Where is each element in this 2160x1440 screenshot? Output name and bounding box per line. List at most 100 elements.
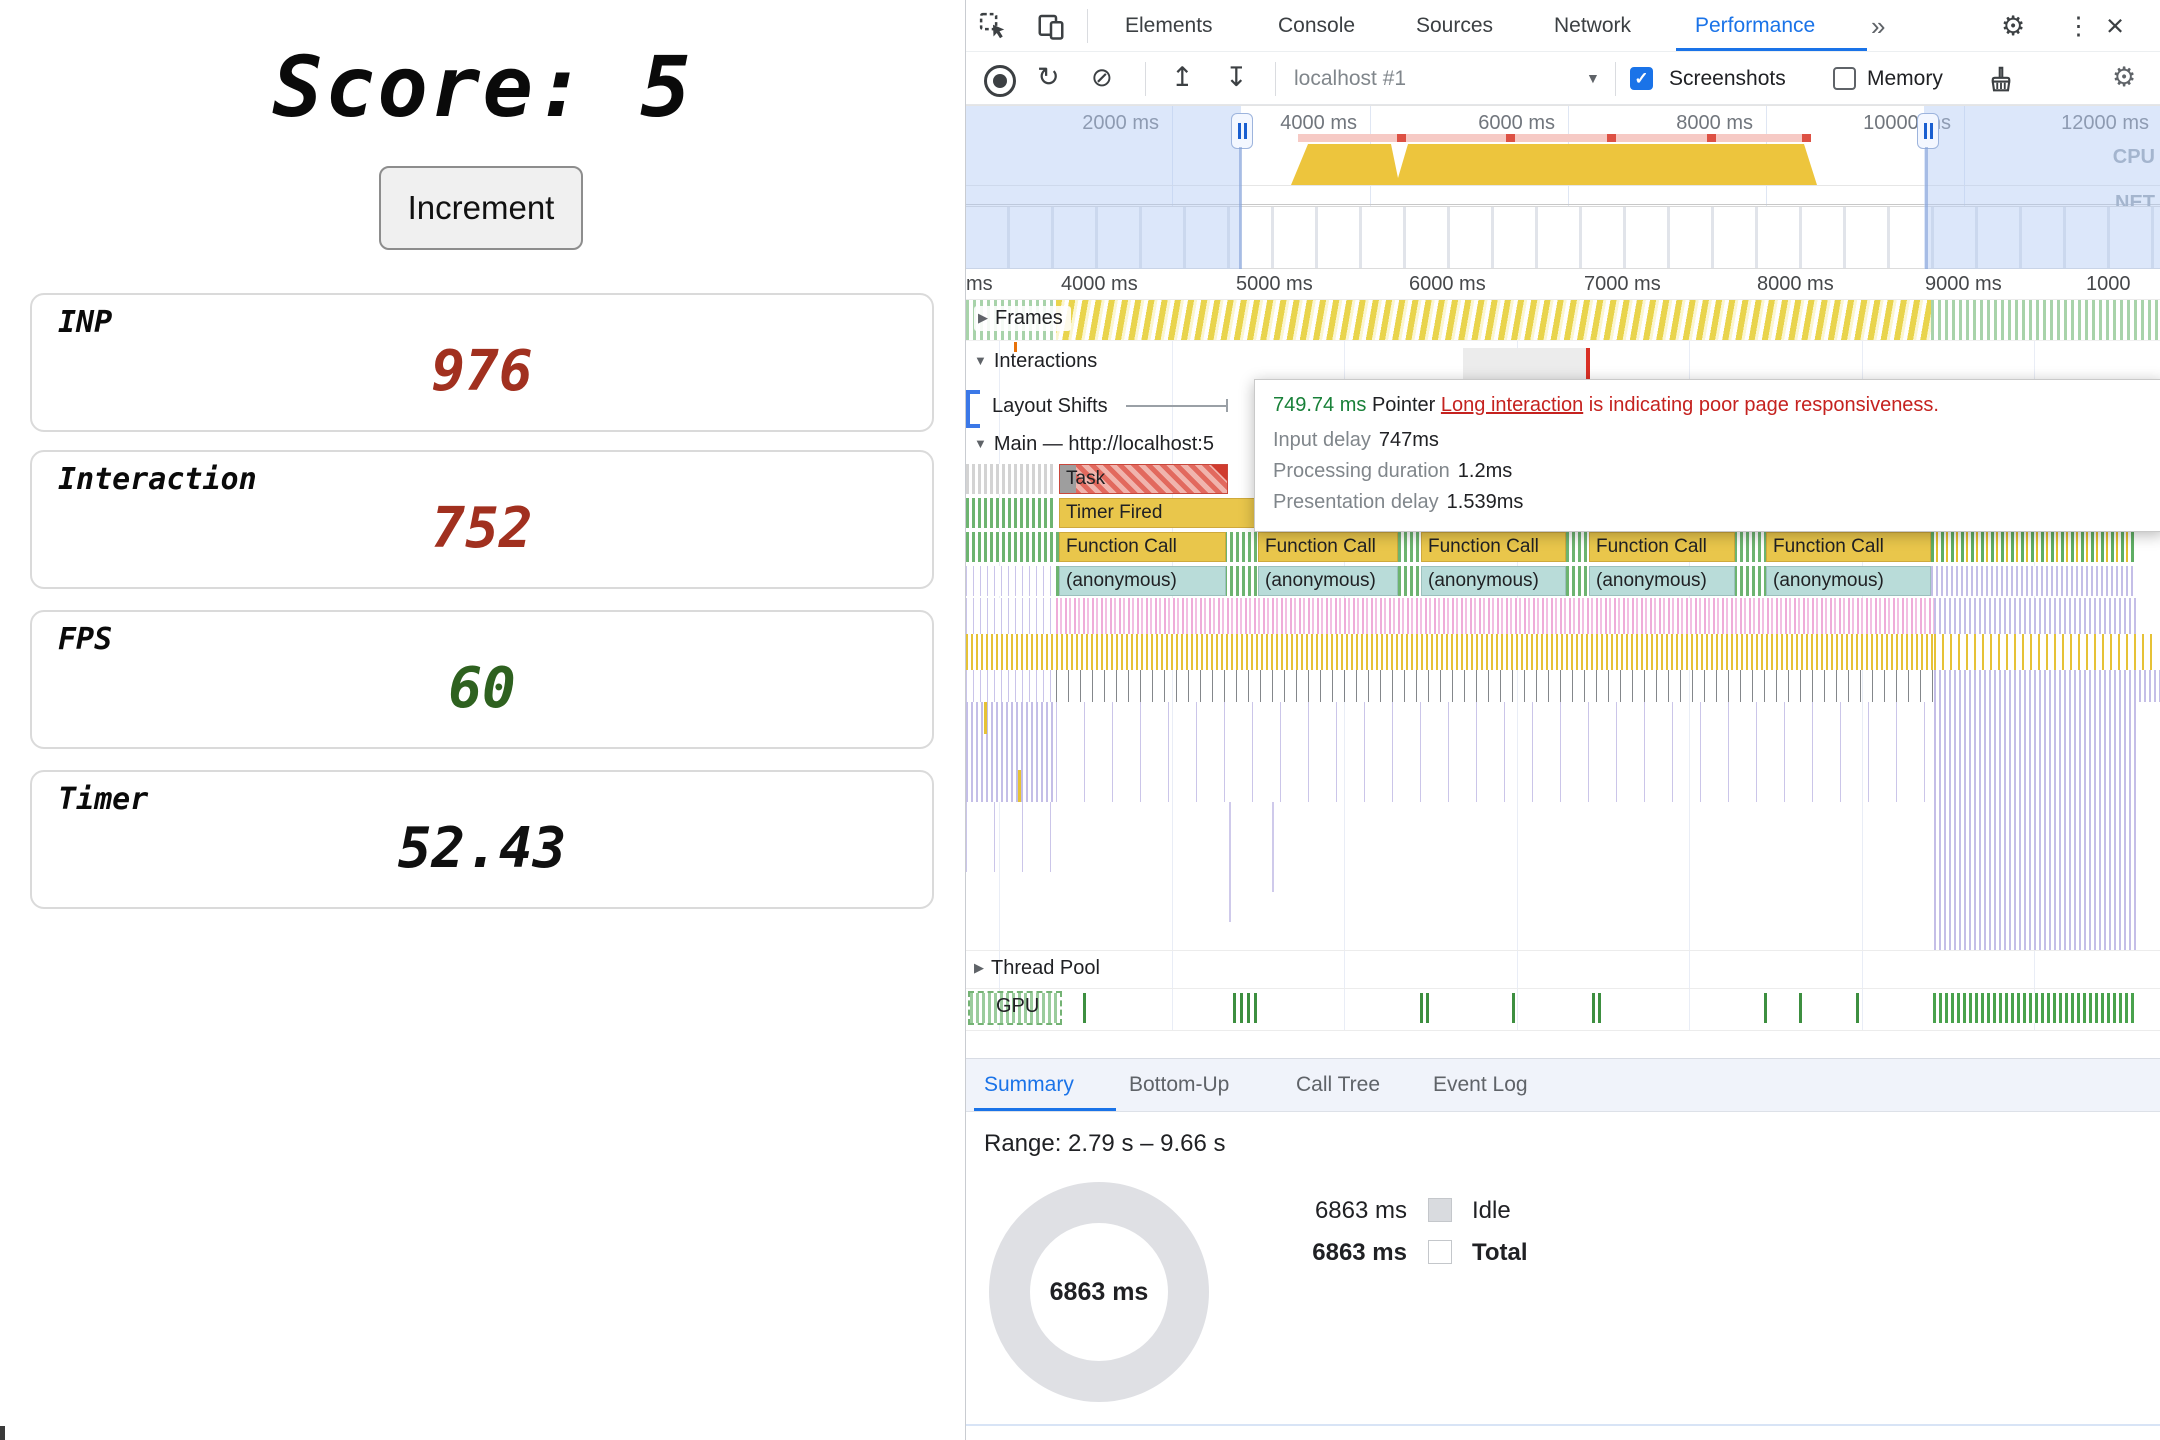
- details-tabbar: Summary Bottom-Up Call Tree Event Log: [966, 1058, 2160, 1112]
- activity-stripes: [1931, 532, 2136, 562]
- collapsed-triangle-icon: ▶: [974, 960, 984, 975]
- ruler-tick: 4000 ms: [1061, 273, 1138, 295]
- flame-bar-anonymous[interactable]: (anonymous): [1421, 566, 1566, 596]
- overview-gridline: [1568, 106, 1569, 269]
- increment-button[interactable]: Increment: [379, 166, 583, 250]
- flame-bar-anonymous[interactable]: (anonymous): [1589, 566, 1735, 596]
- demo-page: Score: 5 Increment INP 976 Interaction 7…: [0, 0, 965, 1440]
- tooltip-duration: 749.74 ms: [1273, 394, 1367, 416]
- track-toggle-main[interactable]: ▼ Main — http://localhost:5: [974, 433, 1214, 455]
- flame-micro-row: [966, 770, 2160, 802]
- flame-bar-task[interactable]: Task: [1059, 464, 1228, 494]
- activity-stripes: [1056, 770, 1934, 802]
- flame-row-function-call: Function Call Function Call Function Cal…: [966, 530, 2160, 564]
- activity-stripes: [1056, 702, 1934, 734]
- activity-stripes: [1934, 670, 2160, 702]
- flame-bar-function-call[interactable]: Function Call: [1589, 532, 1735, 562]
- flame-bar-anonymous[interactable]: (anonymous): [1059, 566, 1226, 596]
- cpu-activity-chart: [1291, 144, 1817, 185]
- tab-call-tree[interactable]: Call Tree: [1296, 1073, 1381, 1096]
- track-interactions: ▼ Interactions: [966, 340, 2160, 412]
- activity-stripes: [966, 702, 1056, 734]
- tooltip-warning: is indicating poor page responsiveness.: [1583, 394, 1939, 416]
- close-devtools-icon[interactable]: ×: [2106, 8, 2125, 43]
- metric-value: 60: [448, 656, 516, 721]
- flame-micro-row: [966, 734, 2160, 770]
- flame-bar-function-call[interactable]: Function Call: [1421, 532, 1566, 562]
- window-edge-left: [1239, 147, 1242, 269]
- activity-stripes: [966, 770, 1056, 802]
- activity-stripes: [1056, 670, 1934, 702]
- long-task-corner: [1211, 465, 1227, 481]
- tab-event-log[interactable]: Event Log: [1433, 1073, 1528, 1096]
- activity-stripes: [1934, 734, 2136, 770]
- cpu-lane-label: CPU: [2112, 146, 2155, 168]
- record-icon[interactable]: [984, 65, 1016, 97]
- tab-console[interactable]: Console: [1278, 14, 1356, 37]
- interaction-whisker[interactable]: [1126, 405, 1228, 407]
- activity-stripes: [966, 734, 1056, 770]
- track-main: ▼ Main — http://localhost:5: [966, 430, 2160, 462]
- tab-bottom-up[interactable]: Bottom-Up: [1129, 1073, 1230, 1096]
- flame-bar-function-call[interactable]: Function Call: [1059, 532, 1226, 562]
- memory-checkbox[interactable]: [1833, 67, 1856, 90]
- page-title: Score: 5: [272, 38, 693, 136]
- legend-swatch-idle: [1428, 1198, 1452, 1222]
- track-toggle-thread-pool[interactable]: ▶ Thread Pool: [974, 957, 1100, 979]
- tab-performance[interactable]: Performance: [1695, 14, 1816, 37]
- capture-settings-gear-icon[interactable]: ⚙: [2112, 62, 2137, 92]
- activity-stripes: [1056, 734, 1934, 770]
- ruler-tick: 8000 ms: [1757, 273, 1834, 295]
- flame-row-task: Task: [966, 462, 2160, 496]
- screenshots-checkbox[interactable]: ✓: [1630, 67, 1653, 90]
- devtools-tabbar: Elements Console Sources Network Perform…: [966, 0, 2160, 52]
- flame-bar-function-call[interactable]: Function Call: [1258, 532, 1398, 562]
- scroll-corner: [0, 1426, 5, 1440]
- device-toolbar-icon[interactable]: [1036, 11, 1066, 47]
- tab-sources[interactable]: Sources: [1416, 14, 1494, 37]
- flame-bar-anonymous[interactable]: (anonymous): [1258, 566, 1398, 596]
- kebab-menu-icon[interactable]: ⋮: [2066, 12, 2091, 40]
- net-baseline: [966, 204, 2160, 205]
- inspect-element-icon[interactable]: [978, 11, 1008, 47]
- history-dropdown-icon[interactable]: ▼: [1586, 70, 1600, 86]
- track-label-layout-shifts[interactable]: Layout Shifts: [992, 395, 1108, 417]
- save-profile-icon[interactable]: ↧: [1225, 62, 1248, 92]
- history-select[interactable]: localhost #1: [1294, 67, 1407, 90]
- track-toggle-interactions[interactable]: ▼ Interactions: [974, 350, 1098, 372]
- activity-stripes: [1933, 993, 2135, 1023]
- more-tabs-icon[interactable]: »: [1871, 11, 1886, 41]
- garbage-collect-icon[interactable]: [1986, 64, 2016, 100]
- activity-tick: [1272, 802, 1274, 892]
- track-toggle-frames[interactable]: ▶ Frames: [974, 306, 1071, 331]
- tooltip-value: 747ms: [1378, 429, 1439, 451]
- track-label-gpu[interactable]: GPU: [996, 995, 1040, 1017]
- reload-and-record-icon[interactable]: ↻: [1037, 62, 1060, 92]
- ruler-tick: 9000 ms: [1925, 273, 2002, 295]
- long-interaction-link[interactable]: Long interaction: [1440, 394, 1584, 416]
- window-handle-right[interactable]: [1917, 113, 1939, 149]
- flame-bottom-gutter: [966, 1030, 2160, 1058]
- settings-gear-icon[interactable]: ⚙: [2001, 11, 2026, 41]
- flame-bar-anonymous[interactable]: (anonymous): [1766, 566, 1931, 596]
- track-frames: ▶ Frames: [966, 300, 2160, 341]
- tab-elements[interactable]: Elements: [1125, 14, 1213, 37]
- gpu-tick: [1083, 993, 1086, 1023]
- load-profile-icon[interactable]: ↥: [1171, 62, 1194, 92]
- metric-value: 52.43: [397, 816, 567, 881]
- loaf-marker: [1014, 342, 1017, 352]
- tooltip-value: 1.539ms: [1446, 491, 1524, 513]
- timeline-overview[interactable]: 2000 ms 4000 ms 6000 ms 8000 ms 10000 ms…: [966, 105, 2160, 270]
- flame-sparse-region: [966, 802, 2160, 950]
- window-handle-left[interactable]: [1231, 113, 1253, 149]
- long-interaction-marker[interactable]: [1586, 348, 1590, 379]
- activity-stripes: [966, 670, 1056, 702]
- tab-summary[interactable]: Summary: [984, 1073, 1074, 1096]
- screenshot-filmstrip[interactable]: [966, 206, 2160, 270]
- clear-icon[interactable]: ⊘: [1091, 62, 1113, 92]
- activity-stripes: [966, 634, 1934, 670]
- tooltip-value: 1.2ms: [1457, 460, 1513, 482]
- flame-bar-function-call[interactable]: Function Call: [1766, 532, 1931, 562]
- flame-micro-row: [966, 634, 2160, 670]
- tab-network[interactable]: Network: [1554, 14, 1632, 37]
